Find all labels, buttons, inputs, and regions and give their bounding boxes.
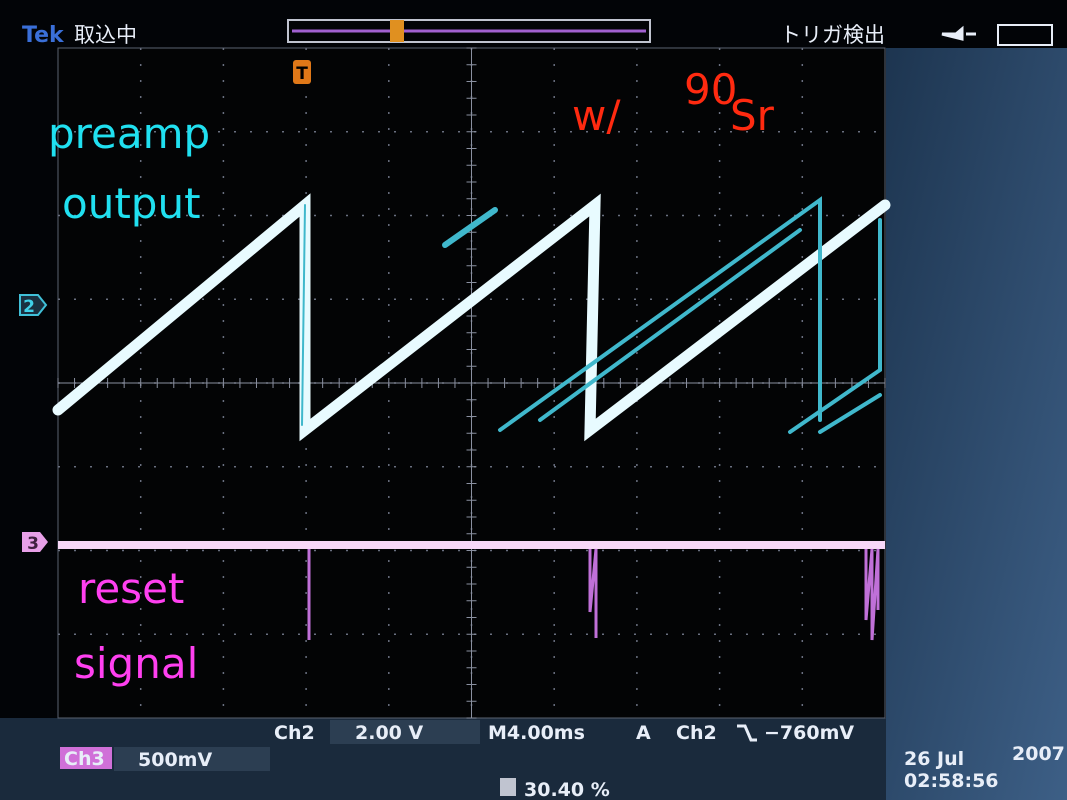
trigger-source: Ch2 (676, 722, 717, 744)
trigger-status: トリガ検出 (780, 23, 885, 47)
source-element: Sr (730, 91, 775, 140)
reset-label: signal (74, 639, 198, 688)
ch3-marker-label: 3 (27, 534, 39, 554)
timebase: M4.00ms (488, 722, 585, 744)
scope-photo: Tek 取込中 トリガ検出 T 2 3 preamp output w/ 90 … (0, 0, 1067, 800)
preamp-label: output (62, 179, 201, 228)
reset-label: reset (78, 564, 184, 613)
trigger-position: 30.40 % (524, 779, 610, 800)
trigger-mode: A (636, 722, 651, 744)
time: 02:58:56 (904, 770, 999, 792)
side-panel (886, 48, 1067, 800)
trigger-pos-icon (500, 778, 516, 796)
ch2-scale: 2.00 V (355, 722, 423, 744)
year: 2007 (1012, 743, 1065, 765)
preamp-label: preamp (48, 109, 210, 158)
ch2-label: Ch2 (274, 722, 315, 744)
ch3-scale: 500mV (138, 749, 212, 771)
trigger-level: −760mV (764, 722, 854, 744)
ch3-label: Ch3 (64, 748, 105, 770)
brand: Tek (22, 23, 65, 48)
date: 26 Jul (904, 748, 964, 770)
trigger-marker-label: T (296, 64, 308, 84)
trigger-pos (390, 20, 404, 42)
ch2-marker-label: 2 (23, 297, 35, 317)
source-label: w/ (572, 91, 621, 140)
acq-status: 取込中 (74, 23, 137, 47)
